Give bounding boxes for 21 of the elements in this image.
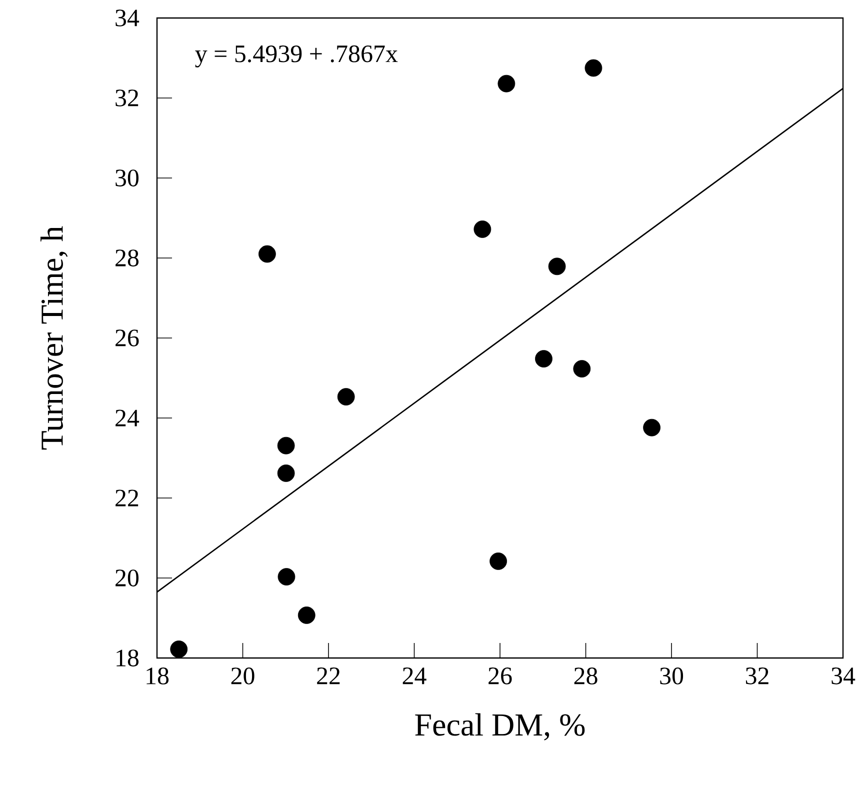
y-tick-label: 26 bbox=[116, 330, 139, 346]
y-tick-label: 20 bbox=[116, 570, 139, 586]
x-tick-label: 28 bbox=[574, 668, 598, 684]
annotation: y = 5.4939 + .7867x bbox=[195, 45, 398, 68]
x-tick-label: 26 bbox=[488, 668, 512, 684]
y-tick-label: 22 bbox=[116, 490, 138, 506]
y-tick-label: 18 bbox=[116, 650, 139, 666]
y-tick-label: 34 bbox=[116, 10, 140, 26]
x-tick-label: 30 bbox=[660, 668, 684, 684]
x-axis-title: Fecal DM, % bbox=[415, 713, 585, 740]
x-tick-label: 18 bbox=[146, 668, 169, 684]
x-tick-label: 24 bbox=[402, 668, 426, 684]
y-tick-label: 24 bbox=[116, 410, 140, 426]
y-tick-label: 30 bbox=[116, 170, 139, 186]
y-axis-title: Turnover Time, h bbox=[40, 226, 68, 450]
x-tick-label: 22 bbox=[317, 668, 340, 684]
y-tick-label: 28 bbox=[116, 250, 139, 266]
x-tick-label: 32 bbox=[746, 668, 768, 684]
x-tick-label: 20 bbox=[231, 668, 254, 684]
y-tick-label: 32 bbox=[116, 90, 138, 106]
x-tick-label: 34 bbox=[832, 668, 856, 684]
